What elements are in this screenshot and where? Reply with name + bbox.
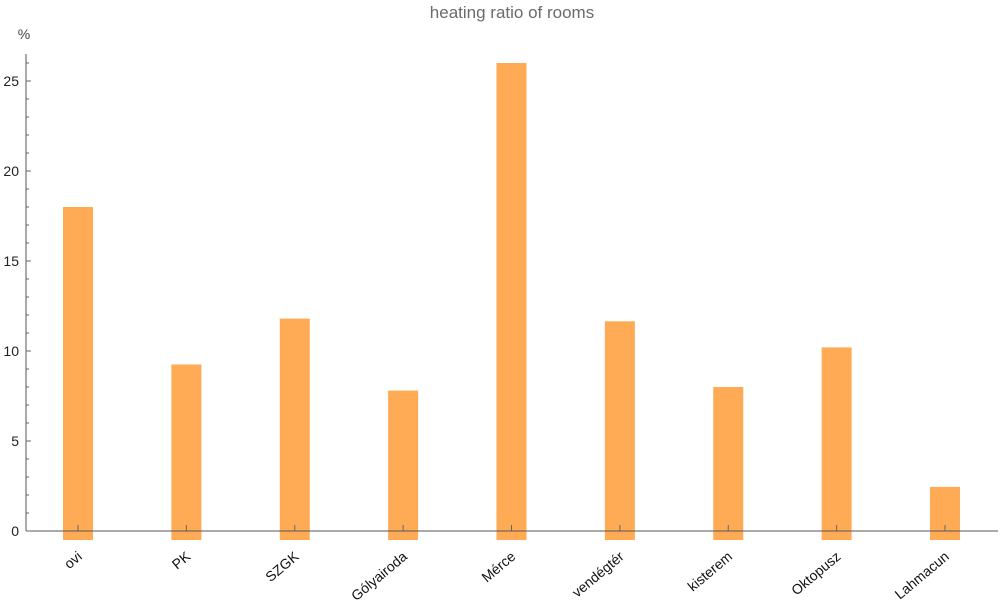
x-tick-label: Lahmacun xyxy=(892,548,952,602)
x-tick-label: ovi xyxy=(61,548,85,572)
bar-ovi xyxy=(63,207,93,540)
x-tick-label: kisterem xyxy=(684,548,735,594)
x-tick-label: SZGK xyxy=(262,548,302,585)
y-tick-label: 10 xyxy=(3,343,19,359)
y-axis-label: % xyxy=(18,26,30,42)
bar-oktopusz xyxy=(821,347,852,540)
bar-vendégtér xyxy=(604,321,635,540)
y-ticks-group: 0 5 10 15 20 25 xyxy=(3,62,31,539)
x-tick-label: Oktopusz xyxy=(788,548,844,598)
y-tick-label: 0 xyxy=(11,523,19,539)
bar-lahmacun xyxy=(930,486,960,540)
y-tick-label: 15 xyxy=(3,253,19,269)
bar-pk xyxy=(171,364,202,540)
x-tick-label: PK xyxy=(169,548,194,573)
bars-group xyxy=(63,63,960,540)
y-tick-label: 25 xyxy=(3,73,19,89)
chart-title: heating ratio of rooms xyxy=(430,3,594,22)
bar-szgk xyxy=(279,318,310,540)
y-tick-label: 5 xyxy=(11,433,19,449)
x-tick-label: vendégtér xyxy=(569,548,627,600)
x-tick-label: Gólyairoda xyxy=(348,548,410,604)
bar-kisterem xyxy=(713,387,744,540)
bar-gólyairoda xyxy=(388,390,419,540)
y-tick-label: 20 xyxy=(3,163,19,179)
bar-mérce xyxy=(496,63,527,540)
x-tick-label: Mérce xyxy=(478,548,518,585)
